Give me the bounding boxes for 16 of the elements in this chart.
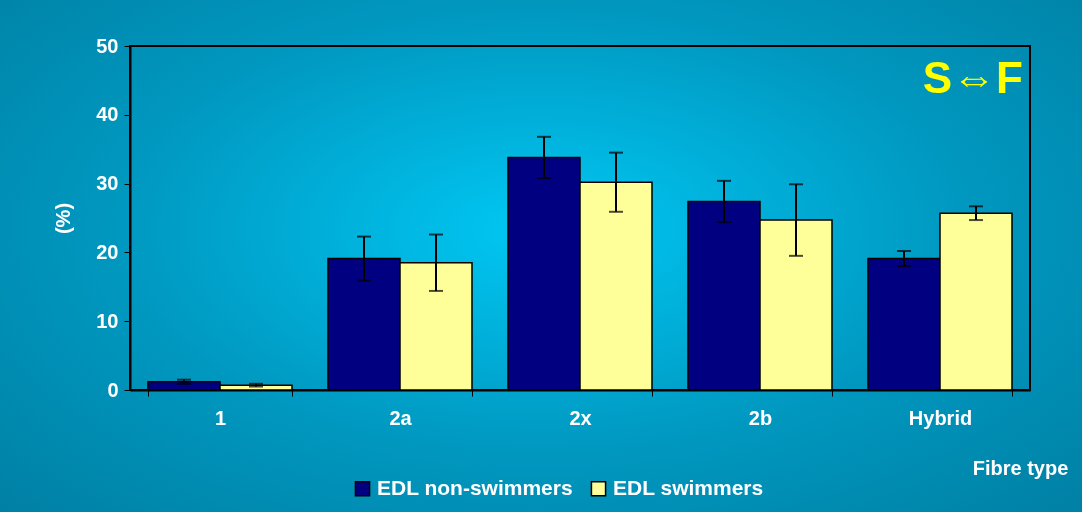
- x-tick-label: 1: [214, 406, 227, 429]
- x-tick-label: 2a: [389, 406, 413, 429]
- x-tick-label: 2b: [748, 406, 773, 429]
- legend-label: EDL non-swimmers: [377, 475, 573, 499]
- y-tick-label: 0: [107, 378, 119, 401]
- legend-label: EDL swimmers: [613, 475, 764, 499]
- y-axis-title: (%): [52, 202, 75, 235]
- y-tick-label: 20: [96, 240, 119, 263]
- y-tick-label: 30: [96, 172, 119, 195]
- annotation: S⇔F: [922, 53, 1023, 102]
- y-tick-label: 40: [96, 103, 119, 126]
- y-tick-label: 50: [96, 34, 119, 57]
- x-tick-label: 2x: [569, 406, 592, 429]
- y-tick-label: 10: [96, 309, 119, 332]
- x-axis-title: Fibre type: [972, 456, 1069, 479]
- x-tick-label: Hybrid: [908, 406, 973, 429]
